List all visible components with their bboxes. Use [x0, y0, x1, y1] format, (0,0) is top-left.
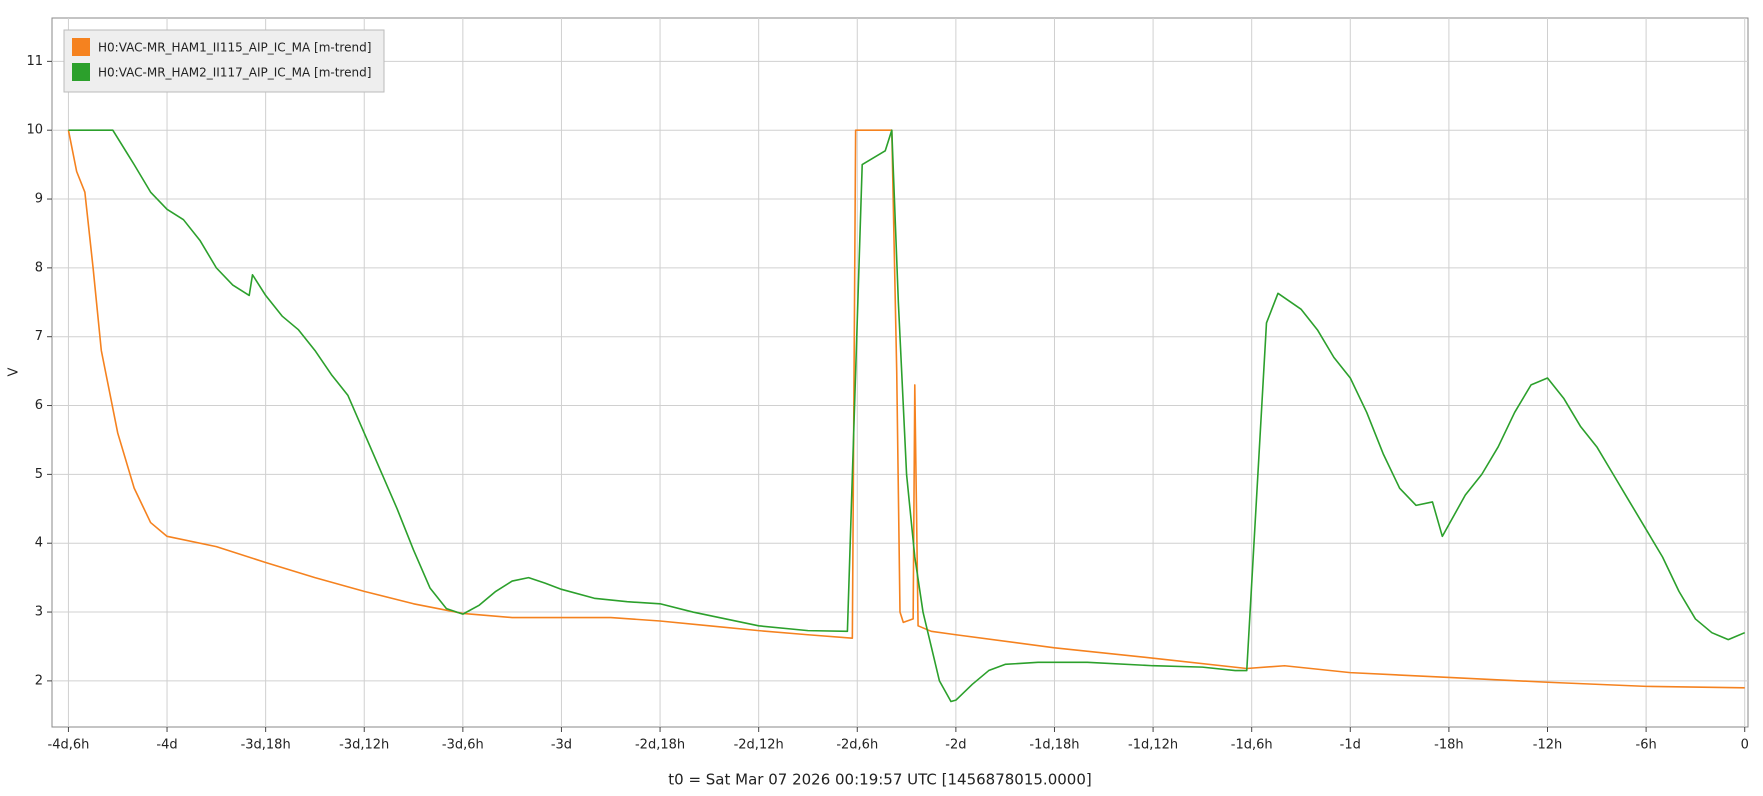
x-tick-label: -2d,18h	[635, 738, 685, 753]
x-tick-label: -6h	[1636, 738, 1657, 753]
x-tick-label: -4d	[156, 738, 177, 753]
x-axis-label: t0 = Sat Mar 07 2026 00:19:57 UTC [14568…	[668, 771, 1091, 789]
x-tick-label: -4d,6h	[48, 738, 90, 753]
legend-swatch	[72, 38, 90, 56]
y-tick-label: 9	[35, 192, 43, 207]
legend-swatch	[72, 63, 90, 81]
y-tick-label: 3	[35, 605, 43, 620]
y-tick-label: 10	[26, 123, 43, 138]
x-tick-label: 0	[1741, 738, 1749, 753]
x-tick-label: -3d,6h	[442, 738, 484, 753]
x-tick-label: -2d,12h	[734, 738, 784, 753]
series-line	[67, 129, 1745, 689]
legend-label: H0:VAC-MR_HAM2_II117_AIP_IC_MA [m-trend]	[98, 66, 371, 80]
legend-box	[63, 29, 385, 93]
y-tick-label: 5	[35, 467, 43, 482]
y-tick-label: 6	[35, 398, 43, 413]
y-tick-label: 8	[35, 260, 43, 275]
x-tick-label: -1d	[1340, 738, 1361, 753]
x-tick-label: -3d,12h	[339, 738, 389, 753]
x-tick-label: -2d	[945, 738, 966, 753]
legend: H0:VAC-MR_HAM1_II115_AIP_IC_MA [m-trend]…	[63, 29, 385, 93]
series-line	[68, 129, 1746, 703]
y-axis-label: V	[7, 367, 22, 376]
legend-label: H0:VAC-MR_HAM1_II115_AIP_IC_MA [m-trend]	[98, 41, 371, 55]
x-tick-label: -18h	[1434, 738, 1463, 753]
x-tick-label: -1d,6h	[1231, 738, 1273, 753]
y-tick-label: 11	[26, 54, 43, 69]
y-tick-label: 2	[35, 673, 43, 688]
y-tick-label: 4	[35, 536, 43, 551]
x-tick-label: -2d,6h	[836, 738, 878, 753]
y-tick-label: 7	[35, 329, 43, 344]
plot-area	[51, 17, 1749, 728]
x-tick-label: -3d	[551, 738, 572, 753]
x-tick-label: -1d,12h	[1128, 738, 1178, 753]
x-tick-label: -3d,18h	[241, 738, 291, 753]
x-tick-label: -12h	[1533, 738, 1562, 753]
x-tick-label: -1d,18h	[1029, 738, 1079, 753]
